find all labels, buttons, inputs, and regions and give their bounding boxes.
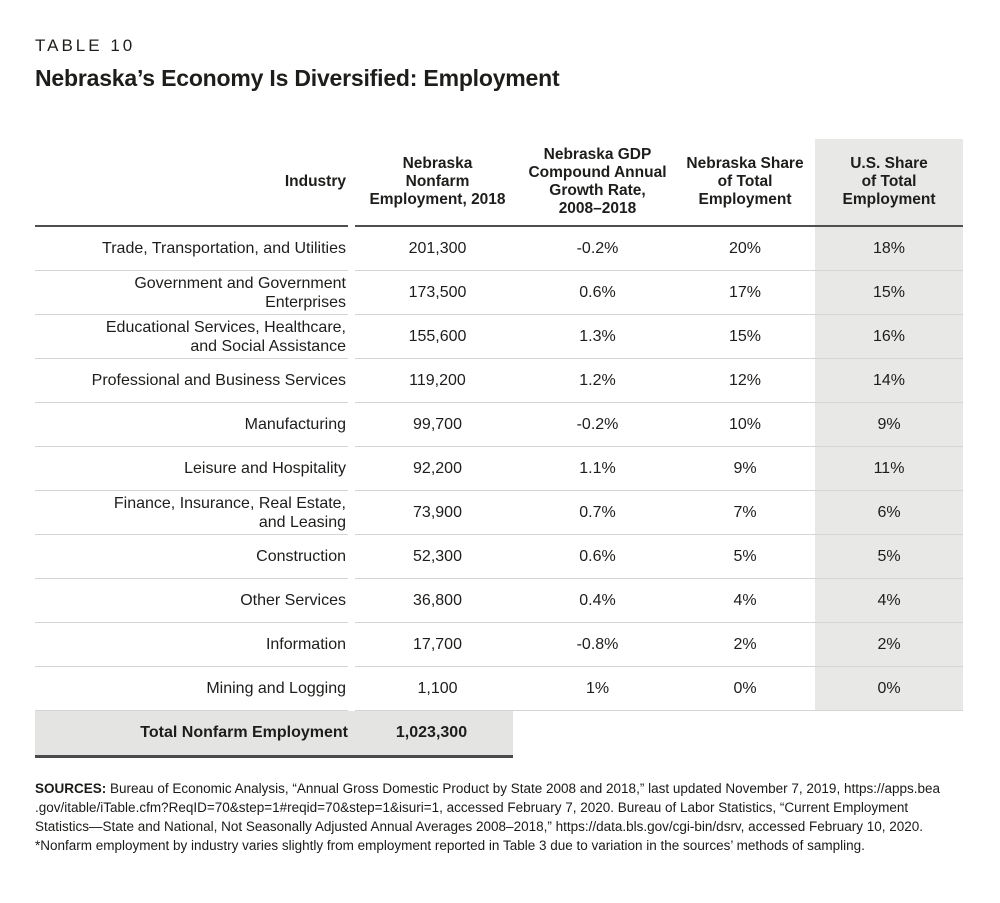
table-row: Trade, Transportation, and Utilities 201…: [35, 227, 963, 271]
footer-notes: SOURCES: Bureau of Economic Analysis, “A…: [35, 779, 979, 855]
employment-cell: 155,600: [355, 315, 520, 359]
employment-table: Industry Nebraska Nonfarm Employment, 20…: [35, 139, 963, 758]
column-gap: [348, 227, 355, 271]
page-title: Nebraska’s Economy Is Diversified: Emplo…: [35, 65, 560, 91]
column-header-us-share: U.S. Share of Total Employment: [815, 139, 963, 227]
sources-text: Bureau of Economic Analysis, “Annual Gro…: [35, 781, 941, 834]
us-share-cell: 11%: [815, 447, 963, 491]
ne-share-cell: 20%: [675, 227, 815, 271]
employment-cell: 52,300: [355, 535, 520, 579]
table-label: TABLE 10: [35, 36, 136, 55]
employment-cell: 1,100: [355, 667, 520, 711]
ne-share-cell: 12%: [675, 359, 815, 403]
industry-cell: Mining and Logging: [35, 667, 348, 711]
column-gap: [348, 271, 355, 315]
column-gap: [348, 315, 355, 359]
total-row: Total Nonfarm Employment 1,023,300: [35, 711, 513, 758]
table-row: Government and Government Enterprises 17…: [35, 271, 963, 315]
industry-cell: Trade, Transportation, and Utilities: [35, 227, 348, 271]
employment-cell: 99,700: [355, 403, 520, 447]
sources-label: SOURCES:: [35, 781, 107, 796]
us-share-cell: 5%: [815, 535, 963, 579]
growth-cell: 0.4%: [520, 579, 675, 623]
industry-cell: Construction: [35, 535, 348, 579]
growth-cell: 0.6%: [520, 271, 675, 315]
table-row: Educational Services, Healthcare, and So…: [35, 315, 963, 359]
ne-share-cell: 2%: [675, 623, 815, 667]
us-share-cell: 14%: [815, 359, 963, 403]
growth-cell: 1.1%: [520, 447, 675, 491]
employment-cell: 73,900: [355, 491, 520, 535]
column-header-ne-share: Nebraska Share of Total Employment: [675, 139, 815, 227]
column-gap: [348, 139, 355, 227]
ne-share-cell: 5%: [675, 535, 815, 579]
column-gap: [348, 447, 355, 491]
employment-cell: 119,200: [355, 359, 520, 403]
column-header-growth-rate: Nebraska GDP Compound Annual Growth Rate…: [520, 139, 675, 227]
growth-cell: -0.2%: [520, 227, 675, 271]
column-gap: [348, 359, 355, 403]
table-row: Mining and Logging 1,100 1% 0% 0%: [35, 667, 963, 711]
ne-share-cell: 0%: [675, 667, 815, 711]
us-share-cell: 15%: [815, 271, 963, 315]
ne-share-cell: 10%: [675, 403, 815, 447]
industry-cell: Educational Services, Healthcare, and So…: [35, 315, 348, 359]
column-header-industry: Industry: [35, 139, 348, 227]
ne-share-cell: 9%: [675, 447, 815, 491]
industry-cell: Leisure and Hospitality: [35, 447, 348, 491]
table-row: Professional and Business Services 119,2…: [35, 359, 963, 403]
table-row: Information 17,700 -0.8% 2% 2%: [35, 623, 963, 667]
ne-share-cell: 17%: [675, 271, 815, 315]
employment-cell: 173,500: [355, 271, 520, 315]
us-share-cell: 18%: [815, 227, 963, 271]
industry-cell: Government and Government Enterprises: [35, 271, 348, 315]
industry-cell: Finance, Insurance, Real Estate, and Lea…: [35, 491, 348, 535]
column-gap: [348, 579, 355, 623]
table-row: Finance, Insurance, Real Estate, and Lea…: [35, 491, 963, 535]
sources-note: SOURCES: Bureau of Economic Analysis, “A…: [35, 779, 979, 836]
industry-cell: Manufacturing: [35, 403, 348, 447]
table-row: Other Services 36,800 0.4% 4% 4%: [35, 579, 963, 623]
column-gap: [348, 623, 355, 667]
growth-cell: -0.2%: [520, 403, 675, 447]
table-row: Manufacturing 99,700 -0.2% 10% 9%: [35, 403, 963, 447]
industry-cell: Other Services: [35, 579, 348, 623]
column-header-employment: Nebraska Nonfarm Employment, 2018: [355, 139, 520, 227]
total-value: 1,023,300: [395, 724, 468, 741]
us-share-cell: 9%: [815, 403, 963, 447]
employment-cell: 36,800: [355, 579, 520, 623]
us-share-cell: 2%: [815, 623, 963, 667]
column-gap: [348, 667, 355, 711]
growth-cell: 1%: [520, 667, 675, 711]
total-label: Total Nonfarm Employment: [140, 724, 348, 741]
table-row: Construction 52,300 0.6% 5% 5%: [35, 535, 963, 579]
industry-cell: Information: [35, 623, 348, 667]
employment-cell: 92,200: [355, 447, 520, 491]
us-share-cell: 16%: [815, 315, 963, 359]
growth-cell: 0.7%: [520, 491, 675, 535]
ne-share-cell: 7%: [675, 491, 815, 535]
growth-cell: 0.6%: [520, 535, 675, 579]
table-header-row: Industry Nebraska Nonfarm Employment, 20…: [35, 139, 963, 227]
industry-cell: Professional and Business Services: [35, 359, 348, 403]
ne-share-cell: 4%: [675, 579, 815, 623]
us-share-cell: 0%: [815, 667, 963, 711]
us-share-cell: 6%: [815, 491, 963, 535]
growth-cell: 1.3%: [520, 315, 675, 359]
column-gap: [348, 491, 355, 535]
table-row: Leisure and Hospitality 92,200 1.1% 9% 1…: [35, 447, 963, 491]
us-share-cell: 4%: [815, 579, 963, 623]
sampling-footnote: *Nonfarm employment by industry varies s…: [35, 838, 865, 853]
employment-cell: 201,300: [355, 227, 520, 271]
column-gap: [348, 535, 355, 579]
growth-cell: 1.2%: [520, 359, 675, 403]
growth-cell: -0.8%: [520, 623, 675, 667]
document-page: TABLE 10 Nebraska’s Economy Is Diversifi…: [35, 36, 979, 855]
column-gap: [348, 403, 355, 447]
employment-cell: 17,700: [355, 623, 520, 667]
ne-share-cell: 15%: [675, 315, 815, 359]
